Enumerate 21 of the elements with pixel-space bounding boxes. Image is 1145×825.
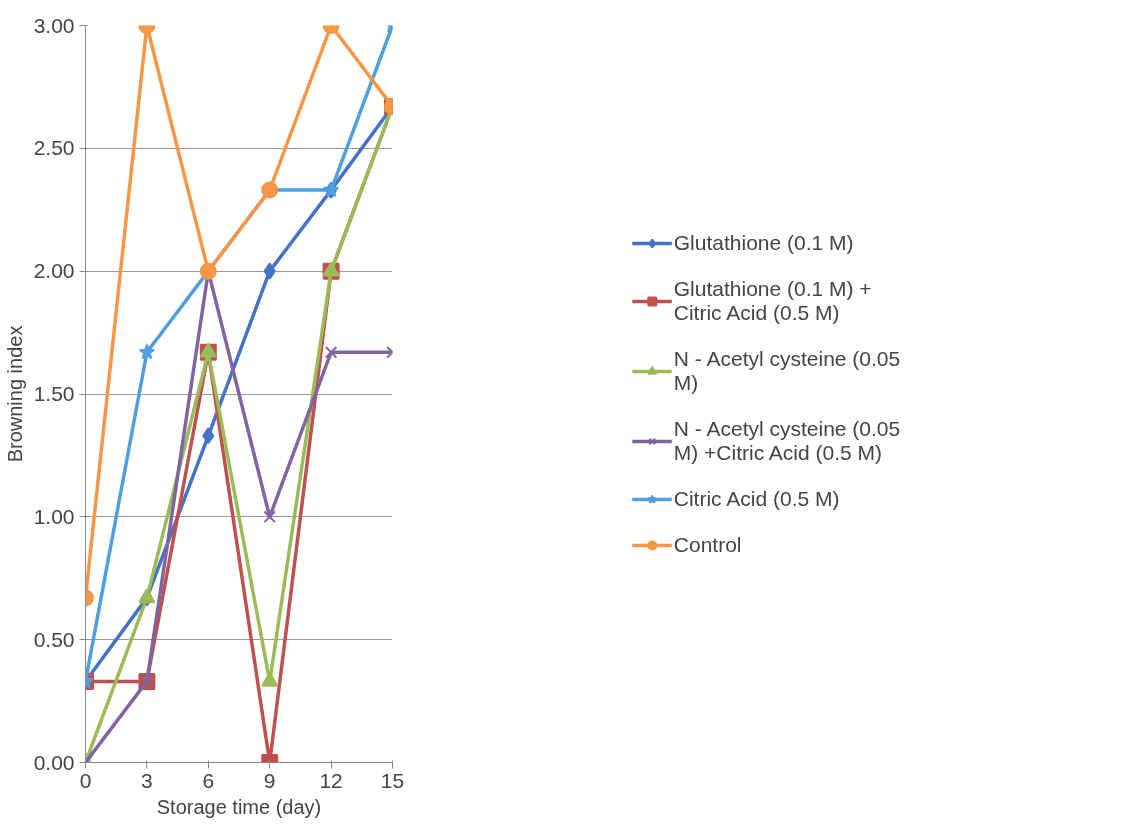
x-tick-label: 6 (202, 768, 215, 792)
x-tick-label: 9 (263, 768, 276, 792)
x-tick-label: 3 (141, 768, 153, 792)
x-axis-title: Storage time (day) (156, 795, 322, 818)
legend-label: N - Acetyl cysteine (0.05 M) +Citric Acid (0.5 M) (673, 416, 901, 465)
y-tick-label: 2.50 (33, 136, 75, 160)
x-tick-label: 15 (380, 768, 405, 792)
y-tick-label: 0.00 (33, 750, 75, 774)
y-axis-title: Browning index (3, 325, 26, 463)
x-tick-label: 12 (319, 768, 343, 792)
y-tick-label: 0.50 (33, 627, 75, 651)
x-tick-label: 0 (79, 768, 92, 792)
legend-label: Control (673, 532, 742, 557)
y-tick-label: 3.00 (33, 13, 75, 37)
legend-label: Glutathione (0.1 M) + Citric Acid (0.5 M) (673, 276, 872, 325)
legend-label: Citric Acid (0.5 M) (673, 486, 840, 511)
y-tick-label: 2.00 (33, 259, 75, 283)
legend-label: N - Acetyl cysteine (0.05 M) (673, 346, 901, 395)
y-tick-label: 1.50 (33, 382, 75, 405)
legend-label: Glutathione (0.1 M) (673, 230, 854, 255)
y-tick-label: 1.00 (33, 504, 75, 528)
